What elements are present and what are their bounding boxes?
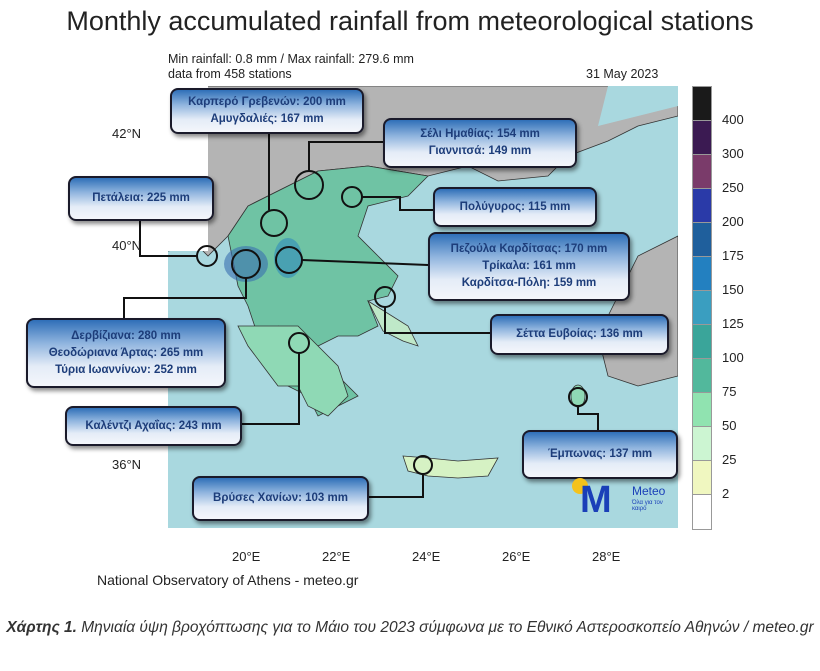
- callout-line: Θεοδώριανα Άρτας: 265 mm: [48, 346, 204, 359]
- lon-tick-22: 22°E: [322, 549, 351, 564]
- min-max-rainfall: Min rainfall: 0.8 mm / Max rainfall: 279…: [168, 52, 414, 66]
- callout-line: Καλέντζι Αχαΐας: 243 mm: [85, 419, 222, 432]
- callout-karpero-amygdalies: Καρπερό Γρεβενών: 200 mm Αμυγδαλιές: 167 …: [170, 88, 364, 134]
- map-date: 31 May 2023: [586, 67, 659, 81]
- caption-text: Μηνιαία ύψη βροχόπτωσης για το Μάιο του …: [76, 619, 814, 636]
- callout-line: Τρίκαλα: 161 mm: [482, 260, 576, 272]
- colorbar-bin: [692, 324, 712, 360]
- colorbar-bin: [692, 120, 712, 156]
- figure-caption: Χάρτης 1. Μηνιαία ύψη βροχόπτωσης για το…: [0, 617, 820, 639]
- colorbar-label: 2: [722, 486, 730, 501]
- callout-pezoula-trikala-karditsa: Πεζούλα Καρδίτσας: 170 mm Τρίκαλα: 161 mm…: [428, 232, 630, 301]
- black-sea: [598, 86, 678, 126]
- callout-line: Αμυγδαλιές: 167 mm: [210, 113, 324, 125]
- colorbar-bin: [692, 86, 712, 122]
- callout-kalentzi: Καλέντζι Αχαΐας: 243 mm: [65, 406, 242, 446]
- colorbar-bin: [692, 256, 712, 292]
- callout-petaleia: Πετάλεια: 225 mm: [68, 176, 214, 221]
- colorbar-label: 175: [722, 248, 744, 263]
- colorbar-bin: [692, 358, 712, 394]
- colorbar-label: 50: [722, 418, 737, 433]
- callout-derviziana-theodoriana-tyria: Δερβίζιανα: 280 mm Θεοδώριανα Άρτας: 265 …: [26, 318, 226, 388]
- lat-tick-36: 36°N: [112, 457, 142, 472]
- colorbar-label: 200: [722, 214, 744, 229]
- callout-line: Πεζούλα Καρδίτσας: 170 mm: [450, 243, 608, 255]
- colorbar-label: 400: [722, 112, 744, 127]
- credit: National Observatory of Athens - meteo.g…: [97, 572, 359, 588]
- logo-tagline: Όλα για τον καιρό: [632, 500, 663, 512]
- callout-line: Πετάλεια: 225 mm: [92, 192, 190, 204]
- colorbar-bin: [692, 222, 712, 258]
- lat-tick-42: 42°N: [112, 126, 142, 141]
- callout-line: Πολύγυρος: 115 mm: [459, 200, 571, 213]
- colorbar-label: 300: [722, 146, 744, 161]
- colorbar-bin: [692, 188, 712, 224]
- evia: [367, 299, 419, 347]
- colorbar-bin: [692, 494, 712, 530]
- colorbar-label: 75: [722, 384, 737, 399]
- lon-tick-20: 20°E: [232, 549, 261, 564]
- meteo-logo-m: M: [580, 479, 612, 521]
- callout-emponas: Έμπωνας: 137 mm: [522, 430, 678, 479]
- peloponnese: [237, 325, 349, 417]
- callout-line: Δερβίζιανα: 280 mm: [71, 329, 181, 342]
- colorbar-bin: [692, 290, 712, 326]
- callout-line: Καρπερό Γρεβενών: 200 mm: [188, 96, 346, 108]
- callout-line: Σέλι Ημαθίας: 154 mm: [420, 128, 540, 140]
- colorbar-label: 250: [722, 180, 744, 195]
- logo-sun-icon: [572, 478, 588, 494]
- logo-name: Meteo: [632, 484, 666, 498]
- callout-seli-giannitsa: Σέλι Ημαθίας: 154 mm Γιαννιτσά: 149 mm: [383, 118, 577, 168]
- lat-tick-40: 40°N: [112, 238, 142, 253]
- colorbar-label: 150: [722, 282, 744, 297]
- callout-line: Βρύσες Χανίων: 103 mm: [213, 492, 348, 504]
- caption-label: Χάρτης 1.: [6, 619, 77, 636]
- callout-polygyros: Πολύγυρος: 115 mm: [433, 187, 597, 227]
- colorbar-label: 100: [722, 350, 744, 365]
- station-circle: [260, 209, 288, 237]
- map-title: Monthly accumulated rainfall from meteor…: [66, 6, 754, 36]
- callout-vryses: Βρύσες Χανίων: 103 mm: [192, 476, 369, 521]
- callout-line: Γιαννιτσά: 149 mm: [428, 145, 532, 157]
- callout-line: Τύρια Ιωαννίνων: 252 mm: [55, 363, 197, 376]
- colorbar-label: 25: [722, 452, 737, 467]
- colorbar-bin: [692, 460, 712, 496]
- lon-tick-24: 24°E: [412, 549, 441, 564]
- callout-line: Καρδίτσα-Πόλη: 159 mm: [461, 277, 597, 289]
- colorbar-bin: [692, 426, 712, 462]
- colorbar-bin: [692, 392, 712, 428]
- colorbar-label: 125: [722, 316, 744, 331]
- lon-tick-28: 28°E: [592, 549, 621, 564]
- callout-setta: Σέττα Ευβοίας: 136 mm: [490, 314, 669, 355]
- callout-line: Σέττα Ευβοίας: 136 mm: [516, 328, 643, 340]
- colorbar-bin: [692, 154, 712, 190]
- lon-tick-26: 26°E: [502, 549, 531, 564]
- callout-line: Έμπωνας: 137 mm: [547, 448, 653, 460]
- station-count: data from 458 stations: [168, 67, 292, 81]
